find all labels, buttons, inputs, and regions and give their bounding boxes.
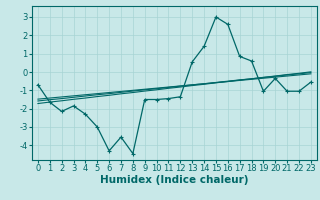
X-axis label: Humidex (Indice chaleur): Humidex (Indice chaleur): [100, 175, 249, 185]
